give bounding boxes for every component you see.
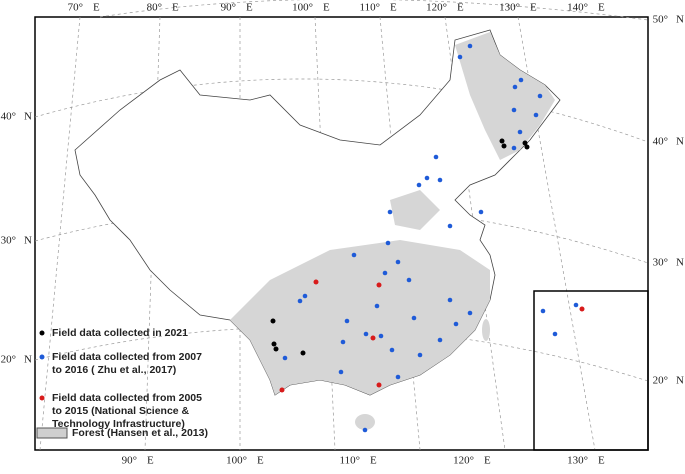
left-label: 40° [1, 111, 16, 123]
bottom-label: E [147, 455, 154, 467]
points-2007-2016 [282, 43, 579, 433]
bottom-label: 120° [453, 455, 474, 467]
bottom-label: 110° [340, 455, 361, 467]
top-label: E [457, 2, 464, 14]
legend-label: Technology Infrastructure) [52, 418, 185, 430]
bottom-label: 100° [226, 455, 247, 467]
legend-label: Field data collected from 2005 [52, 392, 202, 404]
right-label: N [676, 14, 684, 26]
left-label: N [24, 354, 32, 366]
left-label: 30° [1, 235, 16, 247]
left-label: 20° [1, 354, 16, 366]
bottom-label: E [370, 455, 377, 467]
bottom-label: E [257, 455, 264, 467]
top-label: E [246, 2, 253, 14]
top-label: 80° [147, 2, 162, 14]
right-label: N [676, 375, 684, 387]
right-label: 50° [653, 14, 668, 26]
legend-marker [36, 427, 68, 439]
legend-label: Forest (Hansen et al., 2013) [72, 427, 208, 439]
legend-label: to 2016 ( Zhu et al., 2017) [52, 364, 176, 376]
bottom-label: E [484, 455, 491, 467]
points-2021 [270, 138, 530, 356]
left-label: N [24, 235, 32, 247]
right-label: N [676, 257, 684, 269]
bottom-label: 90° [122, 455, 137, 467]
inset-frame [533, 290, 649, 451]
top-label: 120° [426, 2, 447, 14]
right-label: 30° [653, 257, 668, 269]
bottom-label: 130° [567, 455, 588, 467]
top-label: 70° [68, 2, 83, 14]
legend: Field data collected in 2021 Field data c… [36, 327, 208, 439]
legend-label: Field data collected in 2021 [52, 327, 188, 339]
legend-marker [39, 330, 45, 336]
top-label: E [598, 2, 605, 14]
legend-marker [39, 395, 45, 401]
legend-label: Field data collected from 2007 [52, 351, 202, 363]
top-label: E [93, 2, 100, 14]
bottom-label: E [598, 455, 605, 467]
forest [230, 32, 555, 430]
points-2005-2015 [279, 279, 585, 393]
top-label: 130° [499, 2, 520, 14]
top-label: E [530, 2, 537, 14]
top-label: E [390, 2, 397, 14]
right-label: N [676, 136, 684, 148]
legend-marker [39, 354, 45, 360]
right-label: 20° [653, 375, 668, 387]
right-label: 40° [653, 136, 668, 148]
legend-label: to 2015 (National Science & [52, 405, 190, 417]
top-label: E [172, 2, 179, 14]
top-label: 100° [292, 2, 313, 14]
axis-labels: 70° E 80° E 90° E 100° E 110° E 120° E 130° E 140° E 90°… [1, 2, 684, 467]
top-label: E [323, 2, 330, 14]
top-label: 90° [221, 2, 236, 14]
top-label: 110° [360, 2, 381, 14]
top-label: 140° [567, 2, 588, 14]
left-label: N [24, 111, 32, 123]
